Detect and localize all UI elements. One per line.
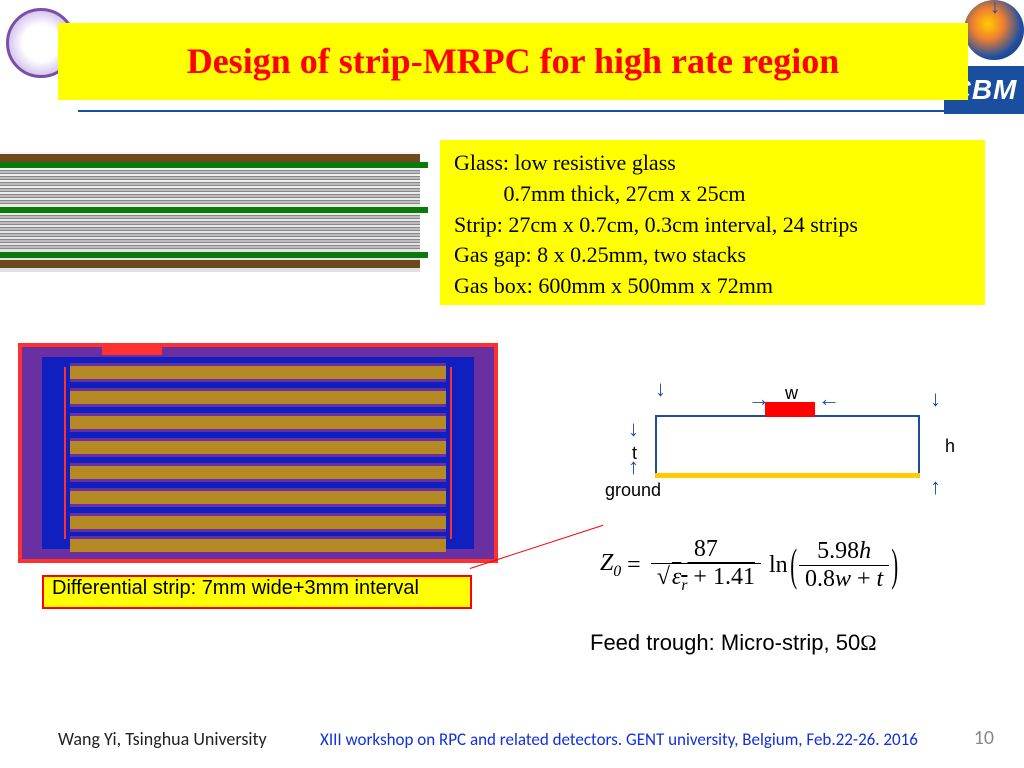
readout-strip: [70, 513, 446, 532]
readout-strip: [70, 536, 446, 555]
pcb-plate: [0, 252, 428, 258]
glass-layer: [0, 215, 420, 219]
pcb-plate: [0, 162, 428, 168]
diff-strip-label: Differential strip: 7mm wide+3mm interva…: [42, 575, 472, 609]
specs-box: Glass: low resistive glass 0.7mm thick, …: [440, 140, 985, 305]
slide-title: Design of strip-MRPC for high rate regio…: [58, 23, 968, 100]
arrow-left-icon: ←: [818, 388, 840, 410]
microstrip-cross-section: ↓ → w ← ↓ ↓ t ↑ ground h ↑: [600, 380, 970, 520]
author-label: Wang Yi, Tsinghua University: [58, 728, 267, 750]
outer-plate: [0, 260, 420, 268]
readout-strip: [70, 413, 446, 432]
feed-through-label: Feed trough: Micro-strip, 50Ω: [590, 630, 877, 656]
paren-close: ): [891, 551, 898, 579]
pcb-strip-figure: [18, 343, 498, 563]
glass-layer: [0, 182, 420, 186]
trace-region: [450, 367, 474, 539]
header-region: ↓ ← CBM Design of strip-MRPC for high ra…: [0, 0, 1024, 130]
pcb-plate: [0, 207, 428, 213]
glass-layer: [0, 170, 420, 174]
arrow-down-icon: ↓: [930, 388, 941, 410]
arrow-up-icon: ↑: [628, 456, 639, 478]
outer-plate: [0, 154, 420, 162]
glass-layer: [0, 176, 420, 180]
readout-strip: [70, 438, 446, 457]
pcb-inner: [42, 357, 474, 549]
spec-line: Gas box: 600mm x 500mm x 72mm: [454, 271, 971, 302]
glass-layer: [0, 200, 420, 204]
readout-strip: [70, 363, 446, 382]
sym-ln: ln: [769, 552, 788, 579]
numerator: 87: [651, 536, 761, 564]
page-number: 10: [974, 726, 994, 750]
arrow-down-icon: ↓: [990, 0, 1000, 19]
glass-layer: [0, 221, 420, 225]
fraction-1: 87 √εr + 1.41: [651, 536, 761, 595]
title-divider: [78, 110, 948, 112]
dielectric-box: [655, 415, 920, 475]
dim-h: h: [945, 436, 955, 457]
arrow-up-icon: ↑: [930, 476, 941, 498]
fraction-2: 5.98h 0.8w + t: [799, 538, 889, 593]
denominator: √εr + 1.41: [651, 564, 761, 595]
spec-line: Glass: low resistive glass: [454, 148, 971, 179]
numerator: 5.98h: [799, 538, 889, 566]
ground-plane: [655, 473, 920, 478]
spec-line: 0.7mm thick, 27cm x 25cm: [454, 179, 971, 210]
glass-layer: [0, 194, 420, 198]
readout-strip: [70, 463, 446, 482]
glass-layer: [0, 233, 420, 237]
dim-w: w: [785, 383, 798, 404]
arrow-down-icon: ↓: [655, 378, 666, 400]
mrpc-stack-figure: [0, 152, 420, 272]
sym-eq: =: [627, 552, 641, 579]
glass-layer: [0, 239, 420, 243]
trace-region: [42, 367, 66, 539]
sym-z: Z0: [600, 550, 621, 581]
conductor-strip: [765, 402, 815, 417]
readout-strip: [70, 488, 446, 507]
glass-layer: [0, 245, 420, 249]
readout-strip: [70, 388, 446, 407]
dim-ground: ground: [605, 480, 661, 501]
paren-open: (: [790, 551, 797, 579]
denominator: 0.8w + t: [799, 566, 889, 593]
arrow-down-icon: ↓: [628, 418, 639, 440]
impedance-formula: Z0 = 87 √εr + 1.41 ln ( 5.98h 0.8w + t ): [600, 530, 990, 600]
connector-tab: [102, 345, 162, 355]
spec-line: Strip: 27cm x 0.7cm, 0.3cm interval, 24 …: [454, 210, 971, 241]
spec-line: Gas gap: 8 x 0.25mm, two stacks: [454, 240, 971, 271]
conference-label: XIII workshop on RPC and related detecto…: [320, 729, 918, 750]
glass-layer: [0, 227, 420, 231]
glass-layer: [0, 188, 420, 192]
